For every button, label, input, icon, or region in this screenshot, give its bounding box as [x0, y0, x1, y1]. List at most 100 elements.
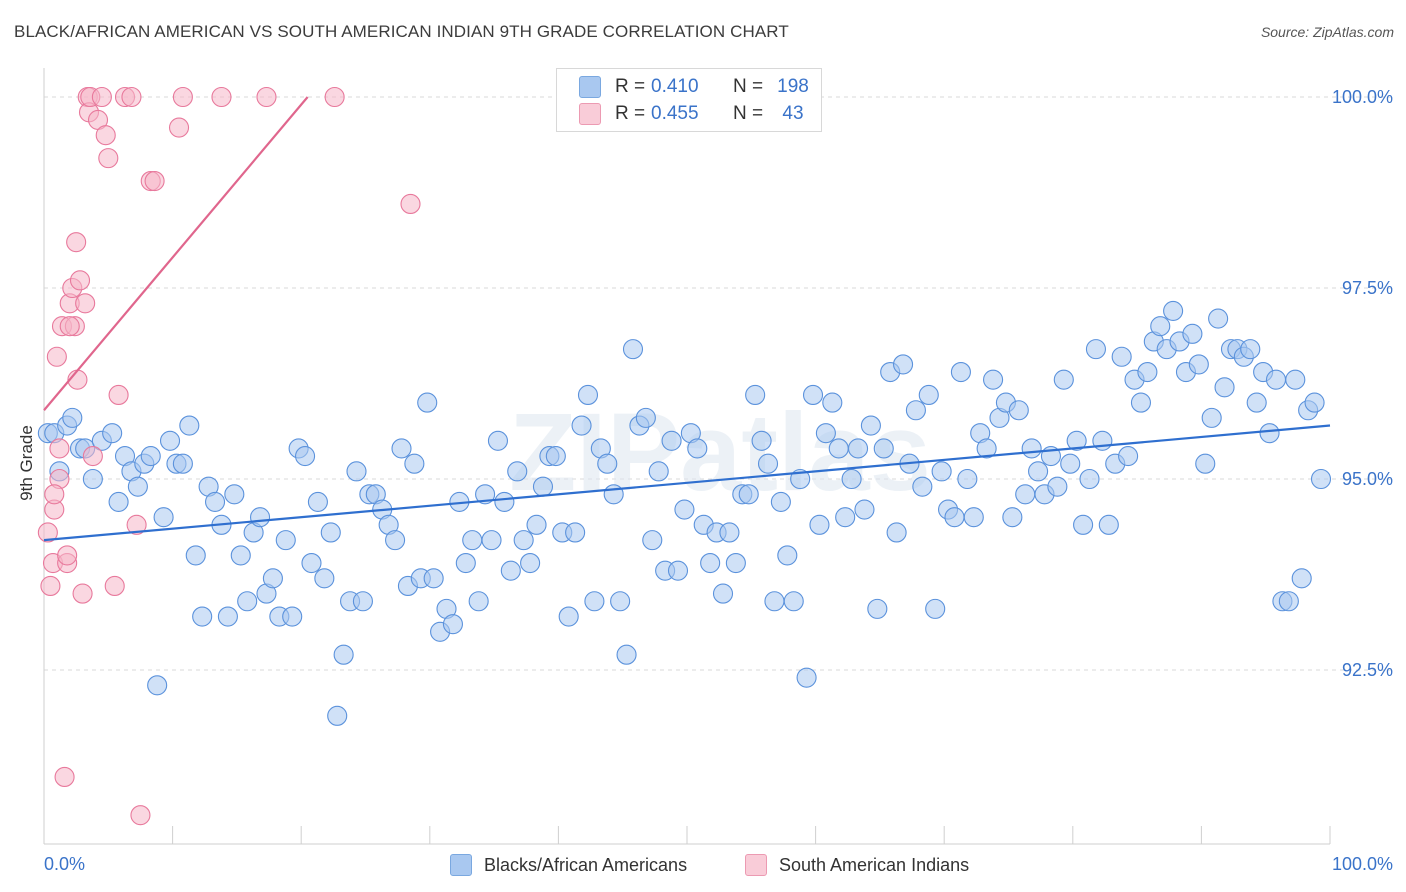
blacks-point [905, 400, 926, 421]
blacks-point [1015, 484, 1036, 505]
blacks-point [622, 339, 644, 360]
y-tick-label: 92.5% [1342, 660, 1393, 680]
blacks-point [745, 384, 766, 406]
legend-label: Blacks/African Americans [484, 854, 688, 875]
n-value: 198 [777, 76, 809, 97]
blacks-point [918, 384, 939, 406]
blacks-point [507, 461, 528, 482]
blacks-point [385, 530, 406, 551]
x-tick-label: 100.0% [1332, 854, 1393, 874]
r-label: R = [615, 76, 646, 97]
blacks-point [783, 591, 804, 612]
r-label: R = [615, 103, 646, 124]
blacks-point [275, 530, 296, 551]
legend-label: South American Indians [779, 854, 970, 875]
south-american-indian-point [400, 193, 421, 215]
blacks-point [172, 453, 193, 474]
blacks-point [108, 491, 129, 512]
blacks-point [950, 361, 971, 383]
south-american-indian-point [144, 170, 165, 192]
blacks-point [487, 430, 509, 451]
blacks-point [249, 507, 271, 528]
blacks-point [526, 514, 547, 535]
trend-lines [43, 96, 1331, 542]
blacks-point [468, 591, 489, 612]
sai-legend-swatch [745, 854, 767, 876]
blacks-point [62, 407, 83, 428]
blacks-point [815, 423, 836, 444]
blacks-point [192, 606, 213, 627]
axes [43, 68, 1331, 845]
blacks-point [1214, 377, 1235, 398]
blacks-point [1066, 430, 1087, 451]
blacks-point [867, 598, 888, 619]
blacks-point [462, 530, 483, 551]
blacks-point [1163, 300, 1184, 321]
south-american-indian-point [69, 270, 91, 291]
y-axis-title: 9th Grade [17, 425, 36, 501]
blacks-point [1150, 316, 1171, 337]
n-value: 43 [782, 103, 804, 124]
blacks-point [224, 484, 245, 505]
blacks-point [976, 438, 997, 459]
blacks-point [1060, 453, 1081, 474]
south-american-indian-point [256, 86, 277, 108]
stats-row-south-american-indians: R = 0.455 N = 43 [579, 102, 813, 126]
blacks-point [828, 438, 849, 459]
south-american-indian-point [37, 522, 58, 543]
blacks-point [796, 667, 817, 688]
south-american-indian-point [91, 86, 112, 108]
r-value: 0.410 [651, 76, 699, 97]
blacks-point [558, 606, 579, 627]
source-label: Source: ZipAtlas.com [1260, 24, 1394, 40]
blacks-point [1008, 400, 1029, 421]
blacks-point [635, 407, 656, 428]
blacks-point [1053, 369, 1074, 390]
blacks-point [1021, 438, 1042, 459]
south-american-indian-point [46, 346, 67, 367]
blacks-point [500, 560, 521, 581]
blacks-point [584, 591, 605, 612]
blacks-point [1002, 507, 1023, 528]
blacks-point [847, 438, 869, 459]
blacks-point [404, 453, 425, 474]
blacks-point [802, 384, 824, 406]
blacks-point [1285, 369, 1306, 390]
blacks-point [873, 438, 894, 459]
blacks-point [1079, 468, 1100, 490]
blacks-point [352, 591, 373, 612]
blacks-point [719, 522, 740, 543]
stats-legend: R = 0.410 N = 198 R = 0.455 N = 43 [556, 68, 822, 132]
blacks-point [1208, 308, 1229, 329]
south-american-indian-point [211, 86, 232, 108]
blacks-point [1098, 514, 1119, 535]
south-american-indian-point [130, 805, 151, 826]
blacks-point [777, 545, 798, 566]
south-american-indian-point [72, 583, 93, 604]
blacks-point [860, 415, 881, 436]
blacks-point [712, 583, 734, 604]
r-value: 0.455 [651, 103, 699, 124]
blacks-point [327, 705, 348, 726]
south-american-indian-point [324, 86, 345, 108]
south-american-indian-point [98, 148, 119, 169]
x-tick-label: 0.0% [44, 854, 85, 874]
blacks-point [230, 545, 251, 566]
blacks-point [204, 491, 226, 512]
blacks-point [757, 453, 779, 474]
blacks-point [217, 606, 238, 627]
blacks-point [1201, 407, 1222, 428]
blacks-point [532, 476, 554, 497]
blacks-point [610, 591, 631, 612]
south-american-indian-point [75, 293, 96, 314]
south-american-indian-point [126, 514, 147, 535]
blacks-point [1111, 346, 1132, 367]
blacks-point [185, 545, 206, 566]
blacks-point [455, 552, 476, 574]
blacks-point [925, 598, 946, 619]
blacks-point [616, 644, 637, 665]
blacks-point [295, 446, 316, 467]
n-label: N = [733, 76, 764, 97]
blacks-point [475, 484, 496, 505]
south-american-indian-point [54, 766, 75, 788]
